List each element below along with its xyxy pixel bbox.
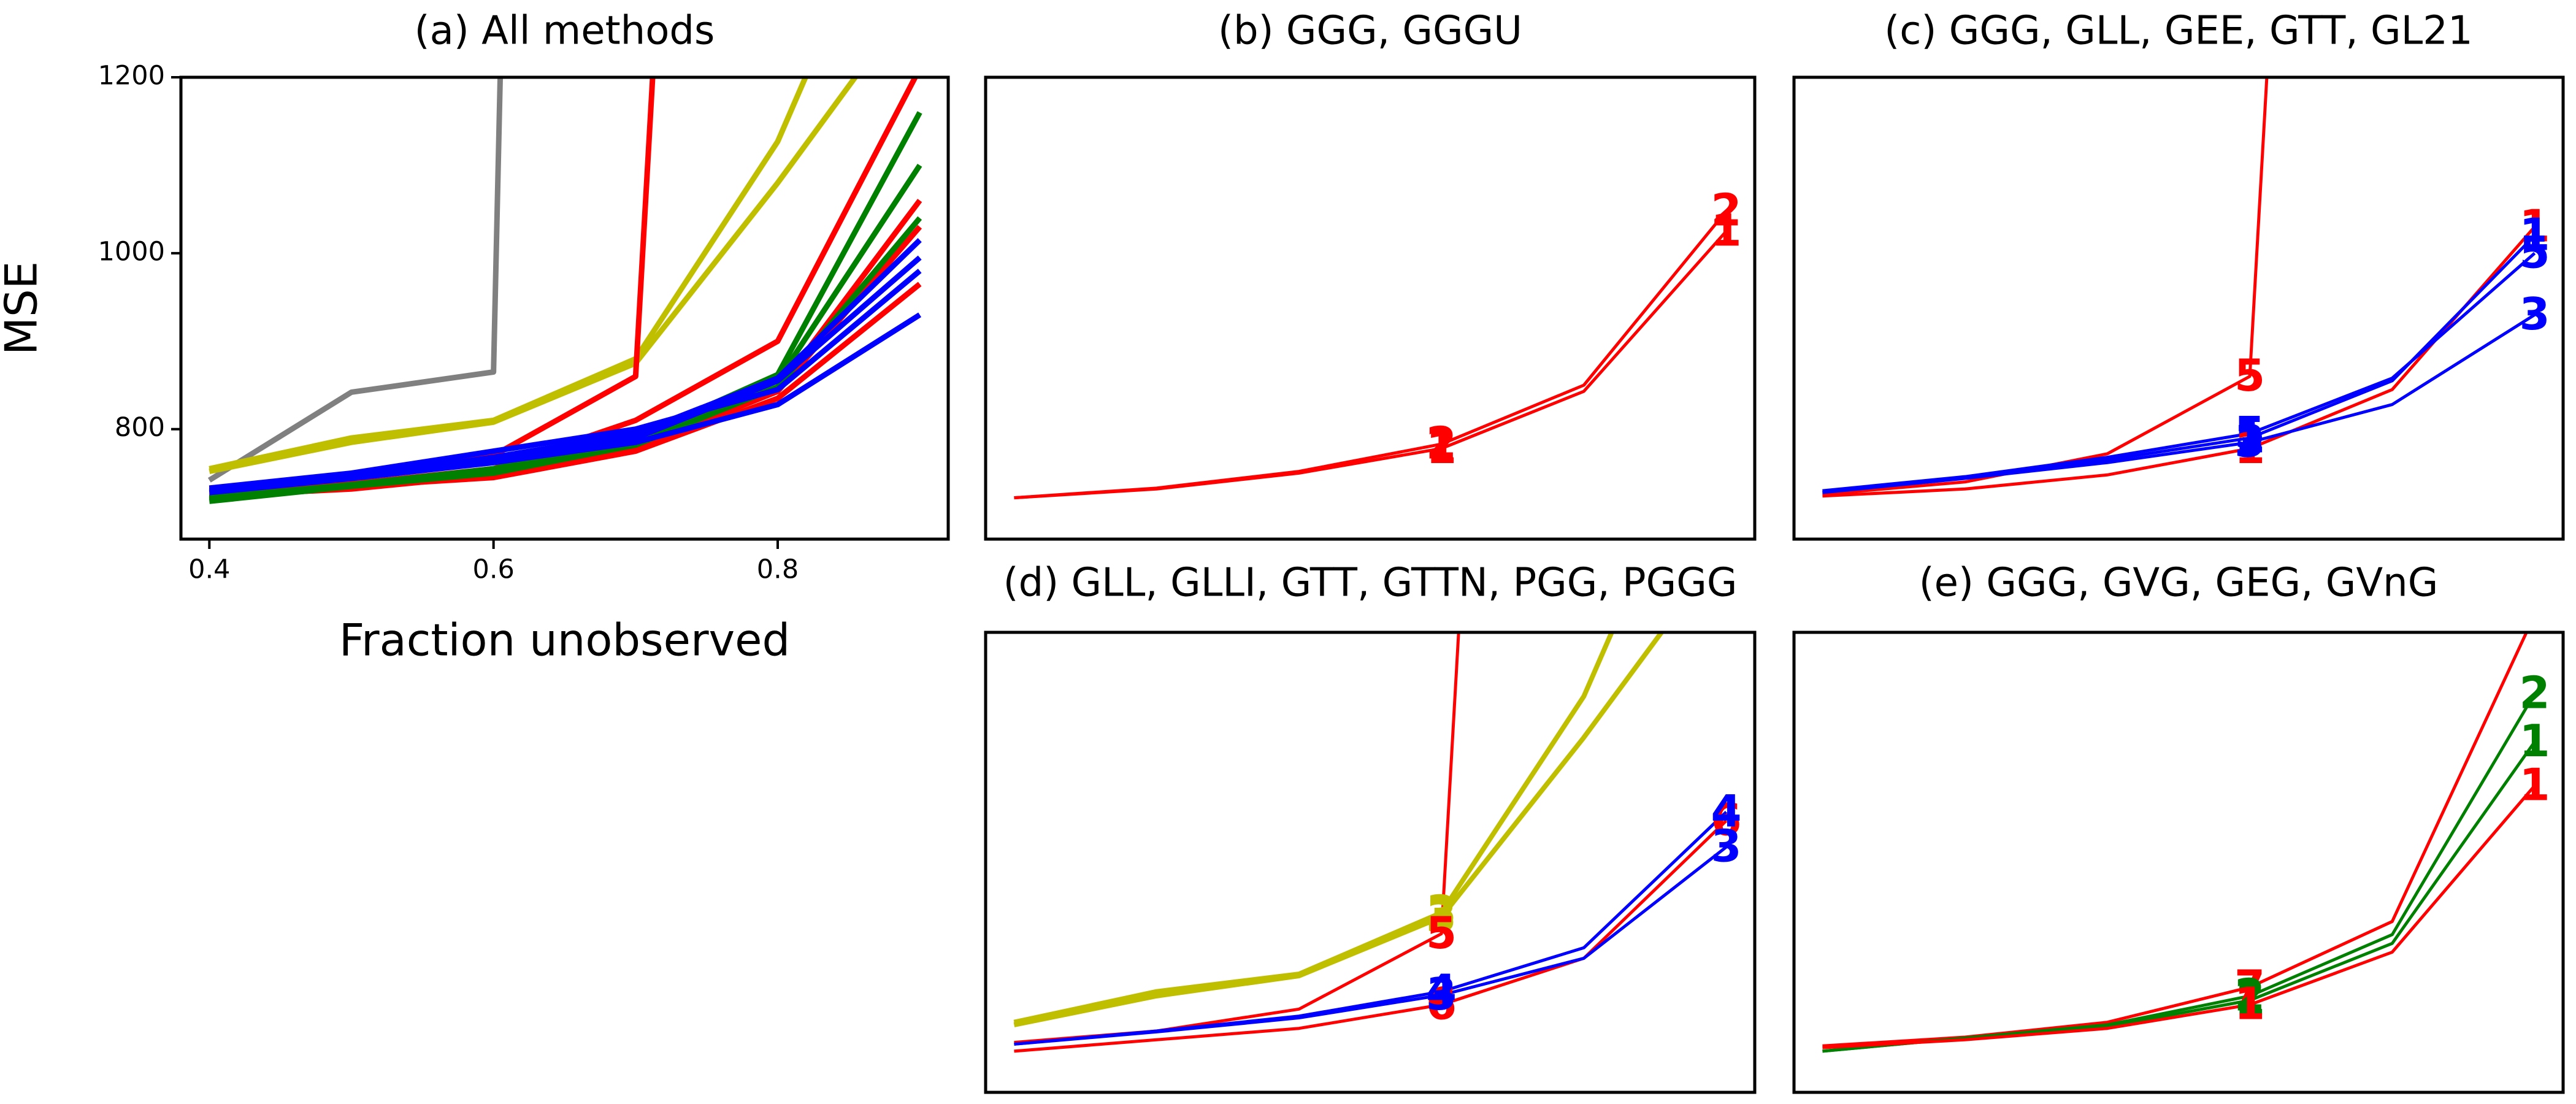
point-label: 5 <box>2234 407 2265 458</box>
series-line <box>1013 632 1665 1027</box>
axes-frame <box>984 75 1757 541</box>
point-label: 1 <box>2520 715 2550 767</box>
point-label: 4 <box>1426 965 1457 1016</box>
point-label: 5 <box>1426 907 1457 959</box>
series-line <box>1014 632 1460 1045</box>
point-label: 1 <box>2234 974 2265 1025</box>
y-tick-label: 800 <box>115 412 165 443</box>
point-label: 1 <box>1426 422 1457 473</box>
plot-area <box>1822 77 2536 498</box>
point-label: 1 <box>2520 200 2550 251</box>
series-line <box>1822 692 2536 1053</box>
point-label: 3 <box>2520 288 2550 340</box>
series-line <box>209 77 859 474</box>
point-label: 3 <box>1426 886 1457 938</box>
panel-title: (c) GGG, GLL, GEE, GTT, GL21 <box>1884 9 2472 54</box>
point-label: 3 <box>1426 968 1457 1020</box>
point-label: 6 <box>1426 978 1457 1030</box>
axes-frame <box>1792 75 2565 541</box>
plot-area <box>1013 632 1728 1053</box>
point-label: 7 <box>2234 960 2265 1012</box>
plot-area <box>207 77 922 504</box>
x-tick-label: 0.6 <box>472 554 514 585</box>
point-label: 6 <box>1711 794 1742 846</box>
series-line <box>1822 251 2536 493</box>
point-label: 5 <box>2234 350 2265 401</box>
panel-title: (b) GGG, GGGU <box>1218 9 1522 54</box>
series-line <box>1014 811 1728 1046</box>
point-label: 1 <box>2520 759 2550 811</box>
series-line <box>1822 632 2529 1048</box>
panel-title: (d) GLL, GLLI, GTT, GTTN, PGG, PGGG <box>1003 561 1738 606</box>
point-label: 4 <box>1711 785 1742 837</box>
series-line <box>1014 819 1728 1053</box>
series-line <box>209 77 809 472</box>
panel-title: (a) All methods <box>415 9 715 54</box>
series-line <box>1014 210 1728 500</box>
x-tick-label: 0.8 <box>757 554 799 585</box>
panel: (d) GLL, GLLI, GTT, GTTN, PGG, PGGG33566… <box>984 561 1757 1094</box>
point-label: 1 <box>2234 422 2265 473</box>
axes-frame <box>1792 631 2565 1094</box>
panel-title: (e) GGG, GVG, GEG, GVnG <box>1919 561 2439 606</box>
point-label: 3 <box>1426 891 1457 942</box>
point-label: 2 <box>1426 418 1457 469</box>
point-label: 1 <box>1711 205 1742 256</box>
point-label: 1 <box>2234 412 2265 463</box>
point-label: 2 <box>2520 667 2550 719</box>
panel: (a) All methods 800 1000 1200 0.4 0.6 0.8 Fract… <box>0 9 950 666</box>
y-tick-label: 1200 <box>98 61 165 91</box>
plot-area <box>1822 632 2536 1053</box>
x-axis-label: Fraction unobserved <box>339 615 790 666</box>
series-line <box>209 269 922 491</box>
x-tick-label: 0.4 <box>188 554 230 585</box>
point-label: 3 <box>1711 821 1742 872</box>
point-label: 2 <box>1711 185 1742 236</box>
point-label: 1 <box>2520 209 2550 261</box>
series-line <box>1014 846 1728 1046</box>
series-line <box>1013 632 1615 1025</box>
point-label: 5 <box>2520 226 2550 278</box>
axes-frame <box>984 631 1757 1094</box>
series-line <box>209 312 922 496</box>
series-line <box>1822 313 2536 494</box>
plot-area <box>1014 210 1728 500</box>
series-line <box>1822 77 2269 496</box>
point-label: 2 <box>2234 969 2265 1021</box>
series-line <box>207 77 504 483</box>
point-label: 3 <box>2234 416 2265 467</box>
series-line <box>1822 784 2536 1049</box>
axes-frame <box>179 75 950 541</box>
series-line <box>1822 226 2536 498</box>
y-tick-label: 1000 <box>98 236 165 267</box>
point-label: 1 <box>2234 978 2265 1030</box>
y-axis-label: MSE <box>0 261 47 355</box>
